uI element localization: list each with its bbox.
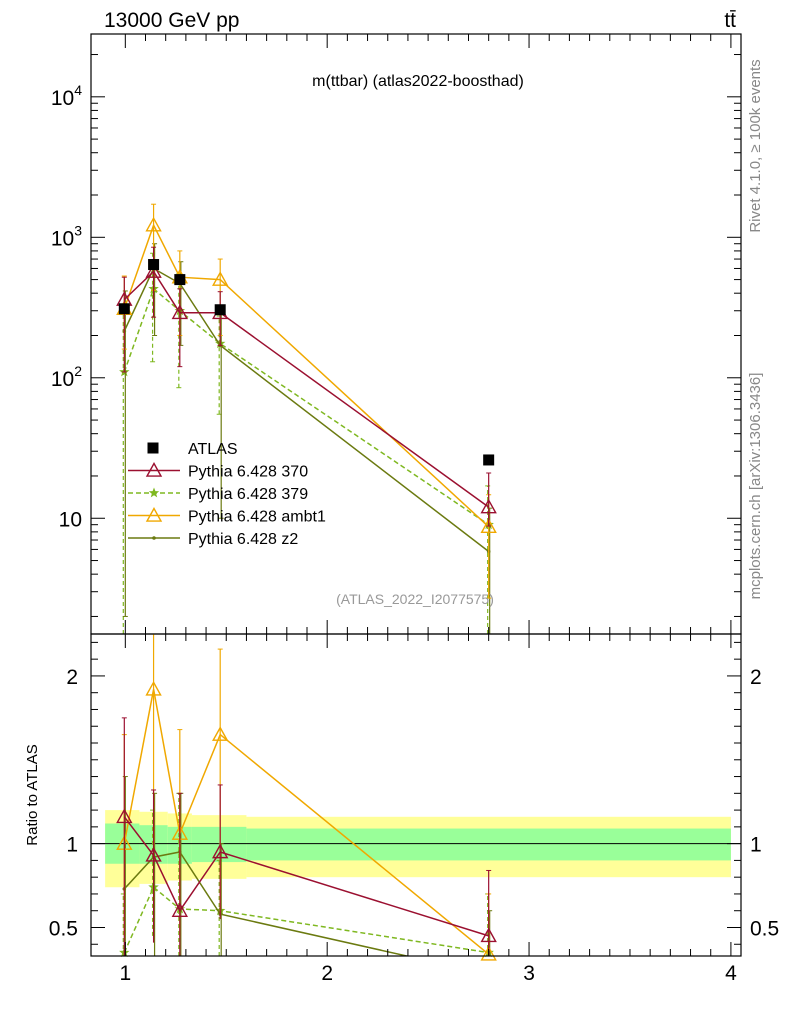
main-point-ambt1 (480, 518, 497, 534)
main-ytick-base: 10 (51, 368, 74, 391)
main-ytick-exponent: 2 (74, 363, 82, 379)
main-series-ambt1 (116, 203, 497, 599)
xtick-label: 2 (321, 962, 333, 985)
legend-item-z2: Pythia 6.428 z2 (128, 531, 298, 548)
legend-item-p379: Pythia 6.428 379 (128, 486, 308, 503)
ratio-ytick-label-left: 1 (66, 834, 78, 857)
ratio-band-inner (191, 826, 247, 863)
xtick-label: 4 (725, 962, 737, 985)
main-point-ambt1 (145, 216, 162, 232)
xtick-label: 3 (523, 962, 535, 985)
legend-marker-atlas (147, 442, 159, 454)
ratio-point-p370 (116, 808, 133, 824)
main-ytick-exponent: 3 (74, 222, 82, 238)
legend-label-ambt1: Pythia 6.428 ambt1 (188, 509, 326, 526)
main-title: m(ttbar) (atlas2022-boosthad) (312, 73, 524, 90)
main-ytick-label: 103 (51, 222, 82, 250)
legend-label-atlas: ATLAS (188, 441, 238, 458)
legend-marker-p379 (148, 487, 160, 498)
ratio-frame (90, 633, 742, 957)
main-point-ambt1 (212, 271, 229, 286)
ratio-point-ambt1 (212, 726, 229, 741)
legend: ATLAS Pythia 6.428 370 Pythia 6.428 379 Pyt… (128, 441, 326, 548)
ratio-ytick-label-left: 2 (66, 666, 78, 689)
ratio-ylabel: Ratio to ATLAS (24, 744, 41, 845)
legend-label-p379: Pythia 6.428 379 (188, 486, 308, 503)
main-series-atlas (118, 259, 495, 466)
main-ytick-base: 10 (59, 508, 82, 531)
ratio-point-p370 (480, 927, 497, 943)
main-watermark: (ATLAS_2022_I2077575) (336, 591, 494, 607)
xtick-label: 1 (119, 962, 131, 985)
ratio-ytick-label-right: 2 (750, 666, 762, 689)
ratio-series-ambt1 (116, 634, 497, 961)
main-series-p370 (116, 246, 497, 527)
ratio-ytick-label-left: 0.5 (49, 917, 78, 940)
legend-marker-p370 (145, 462, 163, 477)
main-ytick-base: 10 (51, 87, 74, 110)
rivet-version-label: Rivet 4.1.0, ≥ 100k events (747, 59, 764, 232)
legend-marker-ambt1 (145, 507, 163, 522)
main-ytick-exponent: 4 (74, 82, 82, 98)
ratio-point-p370 (171, 902, 189, 918)
main-ytick-label: 104 (51, 82, 82, 110)
ratio-band-inner (246, 828, 731, 861)
main-point-atlas (174, 274, 186, 286)
ratio-panel: 0.5 0.5 1 1 2 2 1 2 3 4 Ratio to ATLAS (24, 633, 779, 985)
ratio-point-p370 (212, 843, 229, 859)
ratio-point-ambt1 (145, 680, 162, 696)
ratio-ytick-label-right: 0.5 (750, 917, 779, 940)
main-point-atlas (483, 454, 495, 466)
ratio-series-p370 (116, 717, 497, 956)
legend-label-p370: Pythia 6.428 370 (188, 464, 308, 481)
main-series-p379 (119, 252, 494, 634)
header-process-label: tt̄ (724, 9, 736, 32)
main-point-atlas (118, 303, 130, 315)
ratio-point-p370 (145, 846, 162, 862)
main-ytick-label: 10 (59, 508, 82, 531)
legend-marker-z2 (152, 536, 156, 540)
main-point-p370 (171, 304, 189, 320)
main-ytick-label: 102 (51, 363, 82, 391)
mcplots-label: mcplots.cern.ch [arXiv:1306.3436] (747, 373, 764, 600)
header-energy-label: 13000 GeV pp (104, 9, 239, 32)
main-point-atlas (148, 259, 160, 271)
legend-item-atlas: ATLAS (147, 441, 238, 458)
legend-label-z2: Pythia 6.428 z2 (188, 531, 298, 548)
main-point-p370 (480, 498, 497, 514)
main-ytick-base: 10 (51, 227, 74, 250)
legend-item-p370: Pythia 6.428 370 (128, 462, 308, 481)
ratio-ytick-label-right: 1 (750, 834, 762, 857)
main-series-z2 (122, 243, 493, 634)
legend-item-ambt1: Pythia 6.428 ambt1 (128, 507, 326, 526)
ratio-point-ambt1 (480, 945, 497, 961)
main-point-p370 (145, 263, 162, 278)
main-point-atlas (214, 304, 226, 316)
